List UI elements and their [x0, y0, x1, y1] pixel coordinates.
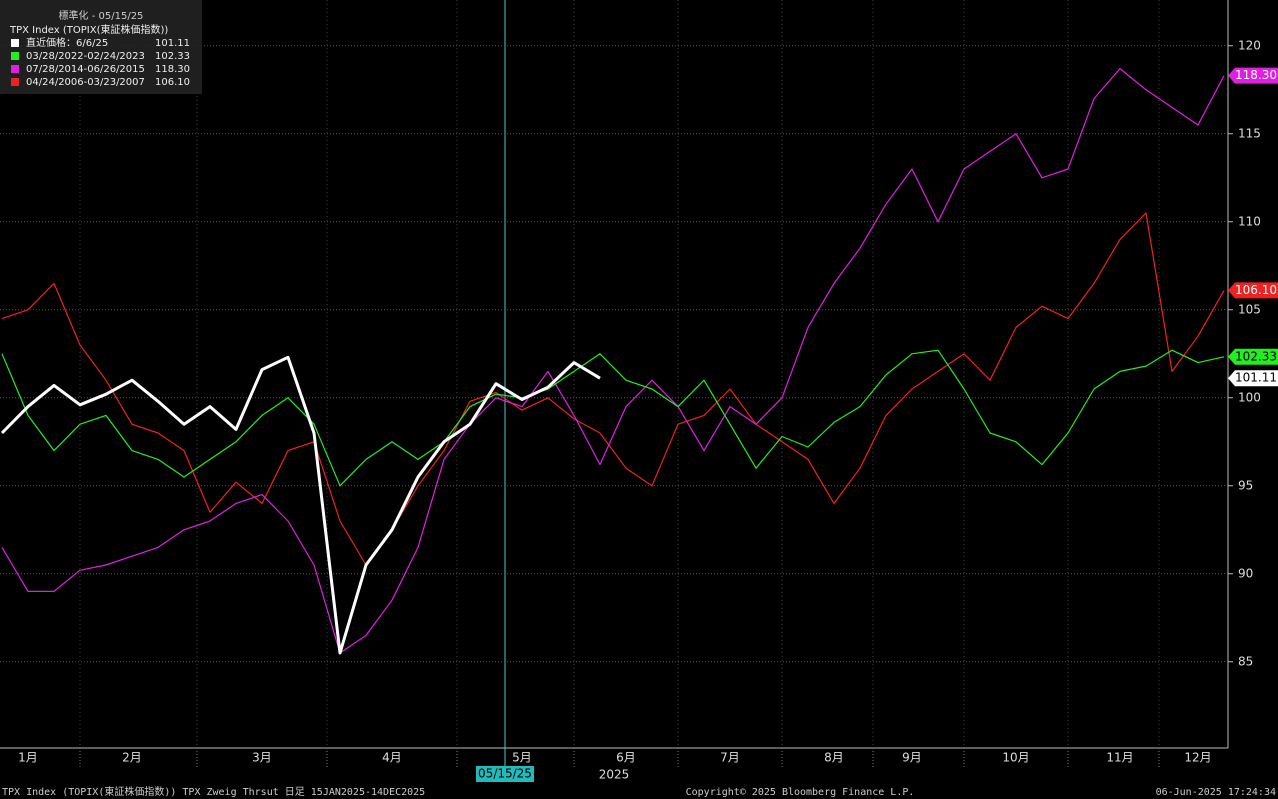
x-tick-label: 11月: [1106, 751, 1133, 765]
last-value-label: 102.33: [1235, 349, 1277, 363]
legend-label: 07/28/2014-06/26/2015: [26, 64, 145, 75]
plot: 85 90 95 100 105 110 115 120 1月 2月 3月 4月 5月 6月 7月 8月 9月 1…: [0, 0, 1278, 768]
x-tick-label: 3月: [252, 751, 272, 765]
legend: 直近価格：6/6/25 101.11 03/28/2022-02/24/2023 10…: [11, 36, 190, 88]
footer-left: TPX Index (TOPIX(東証株価指数)) TPX Zweig Thrs…: [2, 785, 425, 798]
y-tick-label: 115: [1238, 126, 1261, 140]
legend-value: 102.33: [155, 51, 190, 62]
x-tick-label: 10月: [1002, 751, 1029, 765]
marker-box: [476, 766, 534, 782]
legend-swatch: [11, 65, 19, 73]
legend-title: 標準化 - 05/15/25: [59, 9, 144, 22]
y-tick-label: 95: [1238, 478, 1253, 492]
series-line: [1, 349, 1225, 487]
marker-label: 05/15/25: [478, 767, 532, 781]
legend-label: 直近価格：6/6/25: [26, 36, 108, 49]
x-tick-label: 1月: [18, 751, 38, 765]
last-value-tag: [1228, 370, 1278, 387]
legend-value: 106.10: [155, 77, 190, 88]
last-value-tag: [1228, 67, 1278, 84]
last-value-tag: [1228, 282, 1278, 299]
series-line: [1, 68, 1225, 654]
x-tick-label: 6月: [616, 751, 636, 765]
legend-swatch: [11, 39, 19, 47]
year-label: 2025: [599, 768, 630, 782]
y-tick-label: 120: [1238, 38, 1261, 52]
legend-value: 101.11: [155, 38, 190, 49]
y-tick-label: 105: [1238, 302, 1261, 316]
x-tick-label: 12月: [1184, 751, 1211, 765]
series-line: [0, 355, 601, 655]
y-tick-label: 100: [1238, 390, 1261, 404]
y-tick-label: 110: [1238, 214, 1261, 228]
last-value-label: 118.30: [1235, 68, 1277, 82]
y-tick-label: 90: [1238, 566, 1253, 580]
legend-subtitle: TPX Index (TOPIX(東証株価指数)): [9, 23, 168, 36]
legend-swatch: [11, 52, 19, 60]
legend-label: 04/24/2006-03/23/2007: [26, 77, 145, 88]
series-line: [1, 212, 1225, 566]
x-tick-label: 8月: [824, 751, 844, 765]
footer-center: Copyright© 2025 Bloomberg Finance L.P.: [686, 787, 915, 798]
x-tick-label: 7月: [720, 751, 740, 765]
y-tick-label: 85: [1238, 654, 1253, 668]
legend-swatch: [11, 78, 19, 86]
last-value-label: 101.11: [1235, 371, 1277, 385]
x-tick-label: 9月: [902, 751, 922, 765]
legend-value: 118.30: [155, 64, 190, 75]
footer-right: 06-Jun-2025 17:24:34: [1156, 787, 1276, 798]
x-tick-label: 4月: [382, 751, 402, 765]
last-value-label: 106.10: [1235, 283, 1277, 297]
legend-box: [0, 0, 202, 94]
last-value-tag: [1228, 348, 1278, 365]
legend-label: 03/28/2022-02/24/2023: [26, 51, 145, 62]
x-tick-label: 5月: [512, 751, 532, 765]
x-tick-label: 2月: [122, 751, 142, 765]
